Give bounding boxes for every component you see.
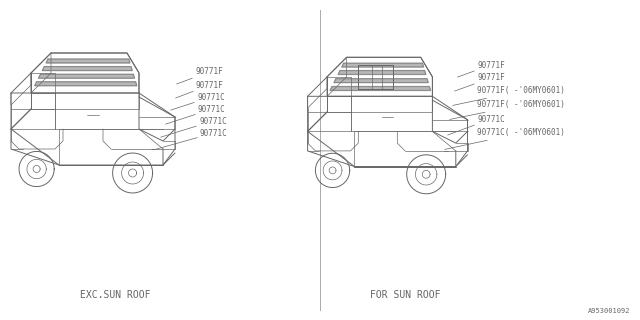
Polygon shape — [38, 74, 134, 78]
Polygon shape — [46, 59, 130, 63]
Polygon shape — [35, 82, 137, 86]
Text: 90771F: 90771F — [454, 74, 505, 91]
Polygon shape — [334, 79, 428, 83]
Text: 90771C( -'06MY0601): 90771C( -'06MY0601) — [445, 129, 565, 149]
Polygon shape — [338, 70, 426, 75]
Text: 90771C: 90771C — [161, 116, 227, 137]
Polygon shape — [342, 63, 424, 67]
Text: 90771F: 90771F — [458, 60, 505, 77]
Text: 90771F( -'06MY0601): 90771F( -'06MY0601) — [452, 86, 565, 105]
Text: EXC.SUN ROOF: EXC.SUN ROOF — [80, 290, 150, 300]
Text: 90771C: 90771C — [447, 115, 505, 135]
Text: FOR SUN ROOF: FOR SUN ROOF — [370, 290, 440, 300]
Polygon shape — [42, 67, 132, 71]
Text: 90771C: 90771C — [166, 105, 226, 124]
Text: 90771F: 90771F — [175, 81, 224, 98]
Polygon shape — [330, 86, 431, 91]
Text: 90771F( -'06MY0601): 90771F( -'06MY0601) — [450, 100, 565, 119]
Text: A953001092: A953001092 — [588, 308, 630, 314]
Text: 90771C: 90771C — [156, 129, 228, 149]
Text: 90771C: 90771C — [171, 92, 225, 110]
Text: 90771F: 90771F — [177, 68, 223, 84]
